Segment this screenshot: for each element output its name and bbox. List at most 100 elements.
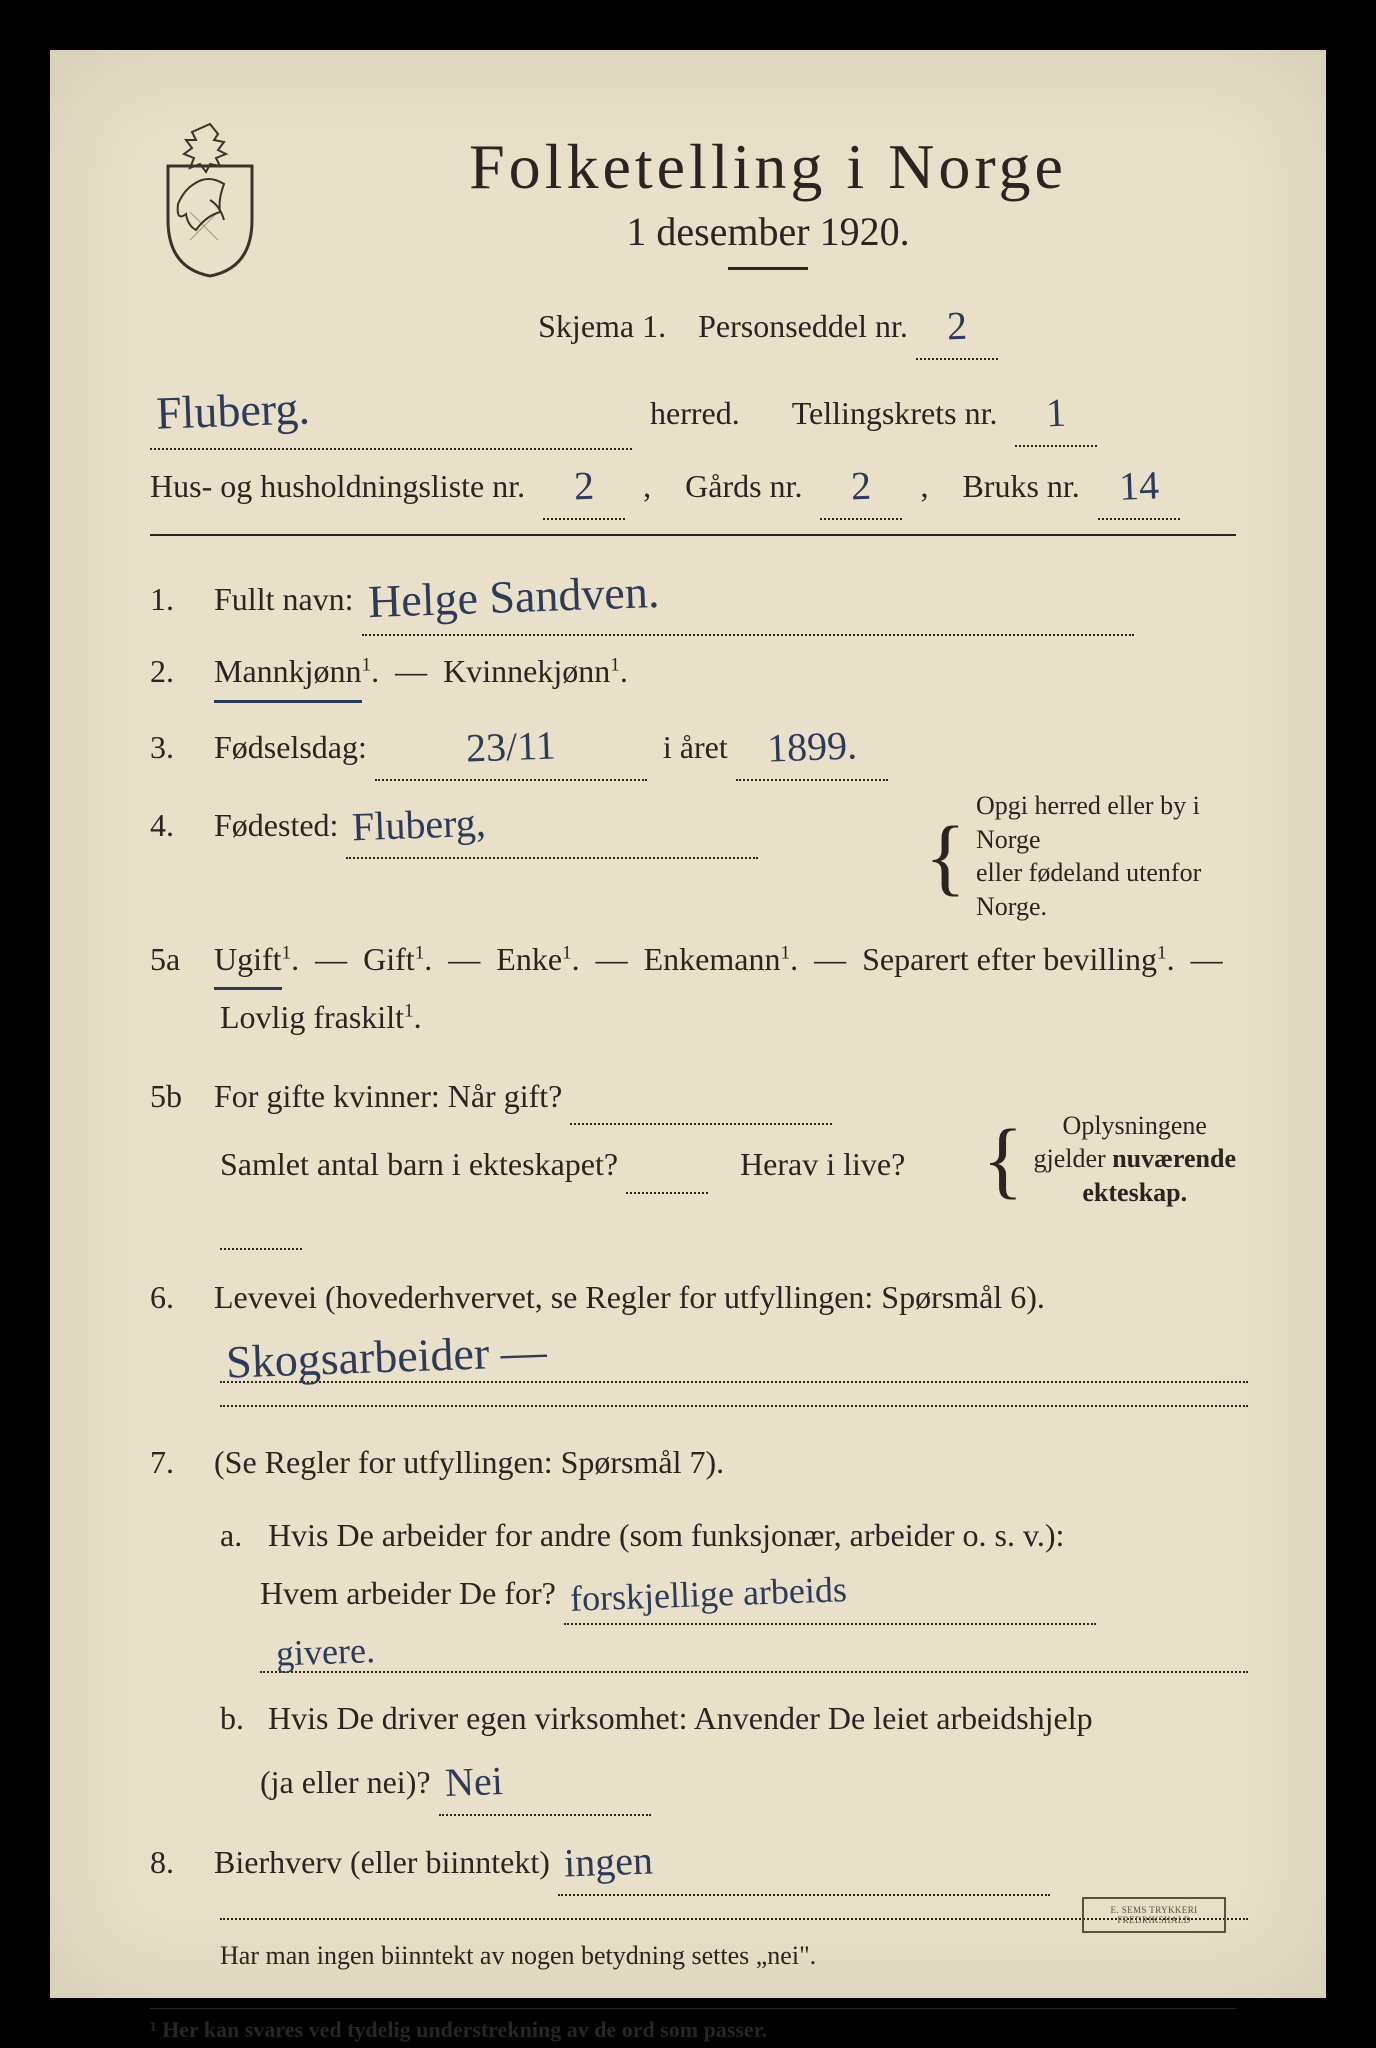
q4-label: Fødested: [214, 807, 338, 843]
q7b-row: b. Hvis De driver egen virksomhet: Anven… [150, 1691, 1236, 1745]
document-header: Folketelling i Norge 1 desember 1920. Sk… [150, 120, 1236, 360]
brace-icon: { [925, 826, 966, 886]
q7a-hw1: forskjellige arbeids [569, 1559, 848, 1630]
q7a-value-field1: forskjellige arbeids [564, 1562, 1096, 1625]
bruks-nr-field: 14 [1098, 450, 1180, 520]
herred-name-field: Fluberg. [150, 370, 632, 450]
q3-day-hw: 23/11 [465, 711, 557, 782]
q3-year-label: i året [663, 729, 728, 765]
q7a-num: a. [220, 1508, 260, 1562]
q7a-l2-row: Hvem arbeider De for? forskjellige arbei… [150, 1562, 1236, 1625]
document-title: Folketelling i Norge [300, 130, 1236, 204]
q1-label: Fullt navn: [214, 581, 354, 617]
husliste-nr-hw: 2 [573, 452, 595, 521]
q2-row: 2. Mannkjønn1. — Kvinnekjønn1. [150, 644, 1236, 702]
q5b-ilive-field: . [220, 1194, 302, 1250]
q8-num: 8. [150, 1835, 206, 1889]
q6-label: Levevei (hovederhvervet, se Regler for u… [214, 1279, 1045, 1315]
q7a-row: a. Hvis De arbeider for andre (som funks… [150, 1508, 1236, 1562]
bruks-nr-hw: 14 [1118, 452, 1160, 521]
q1-row: 1. Fullt navn: Helge Sandven. [150, 556, 1236, 636]
q4-num: 4. [150, 798, 206, 852]
q1-num: 1. [150, 572, 206, 626]
q7-row: 7. (Se Regler for utfyllingen: Spørsmål … [150, 1435, 1236, 1489]
title-divider [728, 267, 808, 270]
herred-label: herred. [650, 386, 740, 440]
q7b-l1: Hvis De driver egen virksomhet: Anvender… [268, 1700, 1093, 1736]
footnote: ¹ Her kan svares ved tydelig understrekn… [150, 2008, 1236, 2043]
q7a-value-field2: givere. [260, 1629, 1248, 1673]
q5a-row: 5a Ugift1. — Gift1. — Enke1. — Enkemann1… [150, 932, 1236, 990]
q5b-num: 5b [150, 1069, 206, 1123]
q7a-hw2: givere. [265, 1629, 375, 1675]
husliste-label: Hus- og husholdningsliste nr. [150, 459, 525, 513]
q4-note: Opgi herred eller by i Norge eller fødel… [976, 789, 1236, 924]
q2-mann: Mannkjønn [214, 644, 362, 702]
personseddel-nr-field: 2 [916, 290, 998, 360]
q3-day-field: 23/11 [375, 711, 647, 781]
gards-nr-field: 2 [820, 450, 902, 520]
herred-row: Fluberg. herred. Tellingskrets nr. 1 [150, 370, 1236, 450]
printer-stamp: E. SEMS TRYKKERI FREDRIKSHALD [1082, 1897, 1226, 1933]
q5a-gift: Gift [363, 941, 415, 977]
q5b-row: 5b For gifte kvinner: Når gift? . Samlet… [150, 1069, 1236, 1250]
q5a-separert: Separert efter bevilling [862, 941, 1157, 977]
gards-label: Gårds nr. [685, 459, 802, 513]
q5b-l2b: Herav i live? [740, 1146, 905, 1182]
q8-value-field: ingen [558, 1826, 1050, 1896]
q6-value-field: Skogsarbeider — [220, 1328, 1248, 1383]
crest-svg [150, 120, 270, 280]
q1-value-hw: Helge Sandven. [366, 553, 660, 641]
q4-note-block: { Opgi herred eller by i Norge eller fød… [925, 789, 1236, 924]
husliste-row: Hus- og husholdningsliste nr. 2, Gårds n… [150, 450, 1236, 520]
tellingskrets-label: Tellingskrets nr. [792, 386, 998, 440]
q6-value-hw: Skogsarbeider — [225, 1325, 547, 1389]
q7b-hw: Nei [443, 1747, 503, 1817]
q3-num: 3. [150, 720, 206, 774]
q1-value-field: Helge Sandven. [362, 556, 1134, 636]
herred-name-hw: Fluberg. [155, 369, 311, 453]
q7-label: (Se Regler for utfyllingen: Spørsmål 7). [214, 1444, 724, 1480]
q6-value-block: Skogsarbeider — . [150, 1328, 1236, 1407]
bottom-note: Har man ingen biinntekt av nogen betydni… [150, 1934, 1236, 1978]
q8-blank-line: . [150, 1900, 1236, 1920]
q6-row: 6. Levevei (hovederhvervet, se Regler fo… [150, 1270, 1236, 1324]
q5a-ugift: Ugift [214, 932, 282, 990]
q5a-enke: Enke [496, 941, 562, 977]
q7b-num: b. [220, 1691, 260, 1745]
gards-nr-hw: 2 [850, 452, 872, 521]
q5a-enkemann: Enkemann [644, 941, 781, 977]
q7b-value-field: Nei [439, 1746, 651, 1816]
q3-year-hw: 1899. [766, 711, 858, 782]
q7a-value2-block: givere. [150, 1629, 1236, 1673]
q7a-l1: Hvis De arbeider for andre (som funksjon… [268, 1517, 1064, 1553]
personseddel-nr-hw: 2 [946, 292, 968, 361]
q2-num: 2. [150, 644, 206, 698]
tellingskrets-nr-field: 1 [1015, 377, 1097, 447]
q8-label: Bierhverv (eller biinntekt) [214, 1844, 550, 1880]
q8-hw: ingen [563, 1826, 654, 1897]
q5b-note: Oplysningene gjelder nuværende ekteskap. [1034, 1109, 1236, 1210]
q5a-num: 5a [150, 932, 206, 986]
q6-value-field2: . [220, 1387, 1248, 1407]
q5b-barn-field: . [626, 1137, 708, 1193]
bruks-label: Bruks nr. [962, 459, 1079, 513]
q5b-note-block: { Oplysningene gjelder nuværende ekteska… [982, 1109, 1236, 1210]
document-date: 1 desember 1920. [300, 208, 1236, 255]
q5a-line2: Lovlig fraskilt1. [150, 990, 1236, 1044]
q3-year-field: 1899. [736, 711, 888, 781]
norway-coat-of-arms-icon [150, 120, 270, 280]
q7a-l2: Hvem arbeider De for? [260, 1575, 556, 1611]
schema-line: Skjema 1. Personseddel nr. 2 [300, 290, 1236, 360]
tellingskrets-nr-hw: 1 [1045, 379, 1067, 448]
q4-value-hw: Fluberg, [351, 788, 487, 861]
q7-num: 7. [150, 1435, 206, 1489]
q2-kvinne: Kvinnekjønn [443, 653, 610, 689]
q8-row: 8. Bierhverv (eller biinntekt) ingen [150, 1826, 1236, 1896]
q4-value-field: Fluberg, [346, 789, 758, 859]
schema-label: Skjema 1. [538, 308, 666, 344]
q3-row: 3. Fødselsdag: 23/11 i året 1899. [150, 711, 1236, 781]
header-rule [150, 534, 1236, 536]
title-block: Folketelling i Norge 1 desember 1920. Sk… [300, 120, 1236, 360]
q5b-l1: For gifte kvinner: Når gift? [214, 1078, 562, 1114]
